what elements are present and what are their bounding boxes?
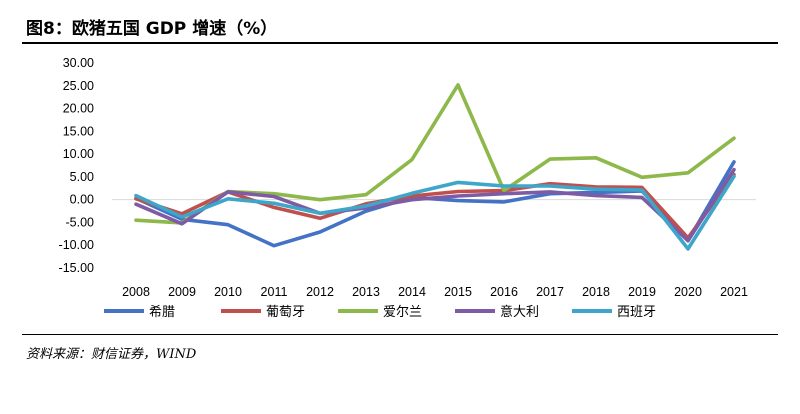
series-line [134,83,736,225]
series-line [134,172,736,240]
x-tick-label: 2017 [536,285,564,299]
x-tick-label: 2008 [122,285,150,299]
x-tick-label: 2018 [582,285,610,299]
bottom-rule [22,334,778,335]
y-tick-label: 20.00 [63,102,94,116]
top-rule [22,42,778,44]
y-tick-label: -15.00 [59,261,94,275]
y-tick-label: -5.00 [66,215,95,229]
legend-label: 希腊 [149,305,175,320]
x-tick-label: 2009 [168,285,196,299]
x-tick-label: 2010 [214,285,242,299]
series-line [134,160,736,248]
x-tick-label: 2016 [490,285,518,299]
y-tick-label: 25.00 [63,79,94,93]
y-tick-label: 5.00 [70,170,94,184]
y-axis: -15.00 -10.00 -5.00 0.00 5.00 10.00 15.00 20.00… [59,56,95,275]
y-tick-label: 15.00 [63,124,94,138]
figure-title: 图8：欧猪五国 GDP 增速（%） [26,19,278,39]
x-tick-label: 2015 [444,285,472,299]
y-tick-label: -10.00 [59,238,94,252]
x-tick-label: 2014 [398,285,426,299]
x-tick-label: 2019 [628,285,656,299]
series-lines [134,83,736,251]
x-tick-label: 2021 [720,285,748,299]
y-tick-label: 0.00 [70,193,94,207]
legend-label: 爱尔兰 [383,305,422,320]
series-line [134,174,736,251]
x-tick-label: 2013 [352,285,380,299]
legend-label: 西班牙 [617,305,656,320]
legend-label: 葡萄牙 [266,305,305,320]
legend-label: 意大利 [500,304,539,320]
x-tick-label: 2011 [261,285,288,299]
y-tick-label: 30.00 [63,56,94,70]
x-tick-label: 2020 [674,285,702,299]
source-note: 资料来源：财信证券，WIND [26,347,197,362]
x-axis: 2008 2009 2010 2011 2012 2013 2014 2015 2016 2017… [122,285,748,299]
y-tick-label: 10.00 [63,147,94,161]
x-tick-label: 2012 [306,285,334,299]
series-line [134,167,736,243]
legend: 希腊 葡萄牙 爱尔兰 意大利 西班牙 [104,304,656,320]
